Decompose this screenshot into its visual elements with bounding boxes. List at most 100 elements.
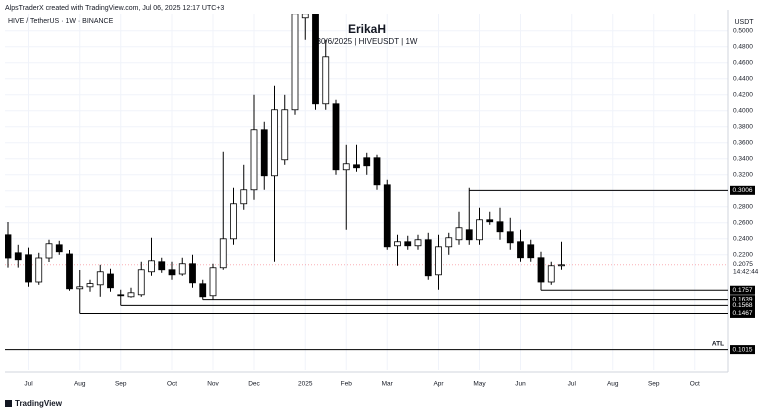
x-tick-label: Apr <box>433 381 444 388</box>
candle-body <box>45 243 53 259</box>
candle-body <box>527 244 535 259</box>
x-tick-label: Dec <box>248 381 260 388</box>
candle-body <box>55 244 63 253</box>
x-tick-label: Jul <box>24 381 33 388</box>
candle-body <box>281 109 289 161</box>
x-tick-label: Nov <box>207 381 219 388</box>
candle-body <box>404 241 412 247</box>
level-label-box <box>730 295 755 305</box>
candle-body <box>5 234 12 259</box>
credit: AlpsTraderX created with TradingView.com… <box>5 5 224 12</box>
y-tick-label: 0.3800 <box>733 124 753 131</box>
candle-body <box>465 229 473 241</box>
y-tick-label: 0.3200 <box>733 172 753 179</box>
candle-body <box>455 227 463 241</box>
x-tick-label: May <box>473 381 486 388</box>
candle-body <box>86 283 94 288</box>
x-tick-label: Aug <box>74 381 86 388</box>
candle-body <box>189 263 196 284</box>
candle-body <box>127 292 135 298</box>
y-tick-label: 0.4000 <box>733 108 753 115</box>
x-tick-label: Jul <box>568 381 577 388</box>
y-tick-label: 0.3600 <box>733 140 753 147</box>
candle-body <box>250 129 258 191</box>
candle-body <box>486 219 494 223</box>
candle-body <box>496 221 504 233</box>
x-tick-label: Sep <box>115 381 127 388</box>
candle-body <box>260 129 268 177</box>
candle-body <box>424 239 432 277</box>
price-label: 0.2075 <box>733 261 753 268</box>
candle-body <box>435 246 442 276</box>
candle-body <box>394 241 401 247</box>
y-tick-label: 0.2200 <box>733 252 753 259</box>
candle-body <box>76 286 84 290</box>
level-label-box <box>730 300 755 310</box>
chart-subtitle: 30/6/2025 | HIVEUSDT | 1W <box>317 37 418 46</box>
candle-body <box>219 238 227 269</box>
level-label: 0.1568 <box>733 302 753 309</box>
candle-body <box>209 267 217 297</box>
candle-body <box>353 164 360 169</box>
candle-body <box>158 261 166 271</box>
candle-body <box>35 257 43 283</box>
y-tick-label: 0.4200 <box>733 92 753 99</box>
candle-body <box>301 14 309 19</box>
candle-body <box>107 273 114 289</box>
logo <box>5 400 12 407</box>
level-label: 0.3006 <box>733 187 753 194</box>
symbol: HIVE / TetherUS · 1W · BINANCE <box>8 18 114 25</box>
candle-body <box>363 157 371 167</box>
candle-body <box>322 56 330 105</box>
candle-body <box>414 239 422 247</box>
candle-body <box>342 163 350 171</box>
plot-area <box>5 14 728 314</box>
level-label: 0.1639 <box>733 296 753 303</box>
candle-body <box>137 269 145 296</box>
candle-body <box>291 14 299 111</box>
candle-body <box>373 157 381 186</box>
candle-body <box>66 253 73 290</box>
candle-body <box>117 294 125 297</box>
x-tick-label: Feb <box>341 381 353 388</box>
price-label-box <box>730 259 758 277</box>
x-tick-label: Aug <box>607 381 619 388</box>
candle-body <box>547 265 555 283</box>
countdown: 14:42:44 <box>733 269 759 276</box>
y-tick-label: 0.4400 <box>733 76 753 83</box>
candle-body <box>199 283 207 298</box>
candle-body <box>445 237 453 248</box>
level-label: 0.1015 <box>733 346 753 353</box>
x-tick-label: 2025 <box>298 381 313 388</box>
level-label: 0.1757 <box>733 287 753 294</box>
candle-body <box>14 252 22 261</box>
candle-body <box>558 264 565 267</box>
candle-body <box>25 254 32 283</box>
y-tick-label: 0.5000 <box>733 28 753 35</box>
level-label: 0.1467 <box>733 310 753 317</box>
level-label-box <box>730 308 755 318</box>
candle-body <box>168 269 176 276</box>
x-tick-label: Oct <box>690 381 700 388</box>
y-tick-label: 0.2800 <box>733 204 753 211</box>
candle-body <box>271 109 278 177</box>
candle-body <box>506 231 514 244</box>
chart-title: ErikaH <box>348 22 386 36</box>
candle-body <box>476 219 483 241</box>
candle-body <box>178 263 186 275</box>
candle-body <box>230 203 237 240</box>
candle-body <box>332 103 340 171</box>
level-label-box <box>730 345 755 355</box>
y-tick-label: 0.2600 <box>733 220 753 227</box>
y-tick-label: 0.2400 <box>733 236 753 243</box>
candle-body <box>96 271 104 286</box>
level-label-box <box>730 285 755 295</box>
x-tick-label: Jun <box>515 381 526 388</box>
candle-body <box>383 184 391 248</box>
footer: TradingView <box>15 399 63 408</box>
candle-body <box>517 241 524 259</box>
y-tick-label: 0.3400 <box>733 156 753 163</box>
x-tick-label: Oct <box>167 381 177 388</box>
atl-label: ATL <box>712 340 724 347</box>
